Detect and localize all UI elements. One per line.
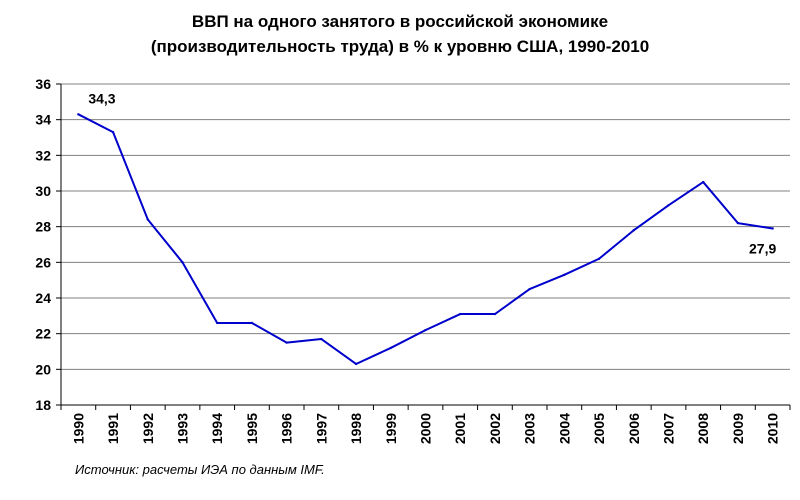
data-point-2006 — [632, 229, 635, 232]
axes — [56, 83, 791, 410]
x-tick-label-1997: 1997 — [313, 413, 329, 444]
x-tick-label-1991: 1991 — [105, 413, 121, 444]
data-label-1990: 34,3 — [88, 90, 115, 106]
data-point-2000 — [424, 328, 427, 332]
y-tick-label-36: 36 — [35, 76, 51, 92]
data-point-2003 — [528, 287, 531, 291]
x-tick-label-1998: 1998 — [348, 413, 364, 444]
x-tick-label-1992: 1992 — [140, 413, 156, 444]
y-tick-label-22: 22 — [35, 326, 51, 342]
y-tick-label-34: 34 — [35, 112, 51, 128]
data-point-1997 — [320, 337, 323, 341]
y-tick-label-20: 20 — [35, 361, 51, 377]
data-point-1993 — [181, 261, 184, 264]
x-tick-label-1994: 1994 — [209, 413, 225, 444]
data-point-1991 — [111, 130, 115, 134]
x-tick-label-2000: 2000 — [418, 413, 434, 444]
y-tick-label-26: 26 — [35, 254, 51, 270]
data-point-2007 — [667, 204, 670, 207]
data-point-2008 — [702, 180, 705, 184]
chart-title-line-2: (производительность труда) в % к уровню … — [150, 37, 650, 56]
source-note: Источник: расчеты ИЭА по данным IMF. — [75, 462, 325, 477]
data-point-2004 — [563, 273, 566, 277]
y-tick-label-24: 24 — [35, 290, 51, 306]
x-tick-label-2009: 2009 — [730, 413, 746, 444]
series — [77, 113, 774, 366]
y-tick-label-32: 32 — [35, 147, 51, 163]
data-point-1996 — [285, 341, 288, 344]
x-tick-label-2007: 2007 — [661, 413, 677, 444]
x-tick-label-1993: 1993 — [175, 413, 191, 444]
gridlines — [61, 83, 790, 370]
series-line-0 — [77, 113, 773, 365]
chart-title: ВВП на одного занятого в российской экон… — [0, 9, 800, 59]
x-tick-label-2002: 2002 — [487, 413, 503, 444]
data-point-2001 — [459, 312, 462, 316]
y-tick-label-18: 18 — [35, 397, 51, 413]
data-point-1994 — [216, 321, 219, 325]
x-tick-label-1996: 1996 — [279, 413, 295, 444]
labels: 18 20 22 24 26 28 30 32 34 36 1990 1991 1992 1993 1994… — [35, 76, 780, 444]
data-point-2005 — [597, 257, 601, 260]
x-tick-label-2004: 2004 — [556, 413, 572, 444]
data-point-1998 — [354, 362, 358, 366]
data-point-2002 — [493, 312, 497, 316]
x-tick-label-1995: 1995 — [244, 413, 260, 444]
x-tick-label-2010: 2010 — [765, 413, 781, 444]
data-label-2010: 27,9 — [749, 240, 776, 256]
x-tick-label-2005: 2005 — [591, 413, 607, 444]
y-tick-label-30: 30 — [35, 183, 51, 199]
x-tick-label-2006: 2006 — [626, 413, 642, 444]
data-point-1995 — [250, 321, 254, 325]
x-tick-label-2008: 2008 — [695, 413, 711, 444]
x-tick-label-2001: 2001 — [452, 413, 468, 444]
x-tick-label-2003: 2003 — [522, 413, 538, 444]
y-tick-label-28: 28 — [35, 219, 51, 235]
data-point-1990 — [77, 113, 80, 116]
data-point-2010 — [771, 227, 774, 230]
data-point-2009 — [736, 221, 740, 225]
x-tick-label-1990: 1990 — [70, 413, 86, 444]
data-point-1992 — [146, 218, 149, 221]
x-tick-label-1999: 1999 — [383, 413, 399, 444]
data-point-1999 — [389, 346, 392, 350]
chart-title-line-1: ВВП на одного занятого в российской экон… — [191, 12, 609, 31]
